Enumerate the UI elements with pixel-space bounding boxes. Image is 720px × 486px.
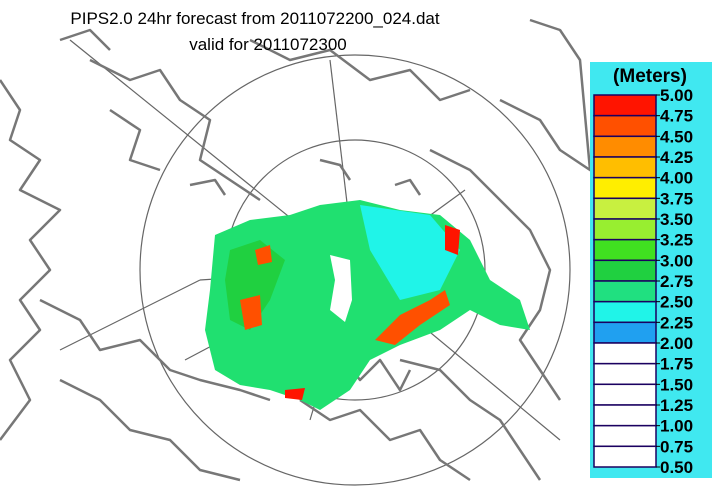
colorbar-box — [593, 94, 657, 117]
ice-region — [225, 240, 285, 330]
sea-ice — [205, 200, 530, 410]
coastlines — [0, 18, 592, 482]
colorbar-box — [593, 135, 657, 158]
colorbar-label: 3.75 — [660, 189, 693, 208]
colorbar-title: (Meters) — [613, 66, 687, 87]
colorbar-label: 4.50 — [660, 127, 693, 146]
colorbar-label: 5.00 — [660, 86, 693, 105]
colorbar-box — [593, 238, 657, 262]
colorbar-box — [593, 342, 657, 365]
colorbar-box — [593, 259, 657, 282]
colorbar-label: 0.50 — [660, 458, 693, 477]
colorbar-box — [593, 300, 657, 324]
colorbar-box — [593, 424, 657, 448]
title: PIPS2.0 24hr forecast from 2011072200_02… — [70, 9, 439, 28]
colorbar-box — [593, 404, 657, 427]
colorbar-box — [593, 362, 657, 386]
colorbar-label: 2.25 — [660, 313, 693, 332]
colorbar-box — [593, 176, 657, 200]
colorbar-box — [593, 445, 657, 468]
colorbar-box — [593, 321, 657, 344]
colorbar-label: 3.00 — [660, 251, 693, 270]
colorbar-box — [593, 383, 657, 406]
colorbar-box — [593, 218, 657, 241]
colorbar-label: 1.00 — [660, 417, 693, 436]
colorbar: (Meters) 5.00 4.754.50 4.25 4.003.75 3.50 3.2… — [590, 62, 712, 478]
colorbar-label: 0.75 — [660, 437, 693, 456]
colorbar-label: 1.50 — [660, 375, 693, 394]
colorbar-label: 3.50 — [660, 210, 693, 229]
subtitle: valid for 2011072300 — [189, 35, 347, 54]
colorbar-label: 4.00 — [660, 169, 693, 188]
colorbar-label: 1.25 — [660, 396, 693, 415]
open-water — [330, 255, 352, 322]
colorbar-box — [593, 156, 657, 179]
colorbar-label: 4.25 — [660, 148, 693, 167]
ice-region — [360, 205, 460, 300]
ice-thick — [375, 290, 450, 345]
colorbar-box — [593, 197, 657, 220]
ice-thick — [240, 245, 272, 330]
colorbar-label: 1.75 — [660, 355, 693, 374]
colorbar-label: 2.00 — [660, 334, 693, 353]
colorbar-label: 2.75 — [660, 272, 693, 291]
colorbar-box — [593, 114, 657, 138]
colorbar-label: 3.25 — [660, 231, 693, 250]
colorbar-box — [593, 280, 657, 303]
colorbar-label: 2.50 — [660, 293, 693, 312]
colorbar-label: 4.75 — [660, 107, 693, 126]
